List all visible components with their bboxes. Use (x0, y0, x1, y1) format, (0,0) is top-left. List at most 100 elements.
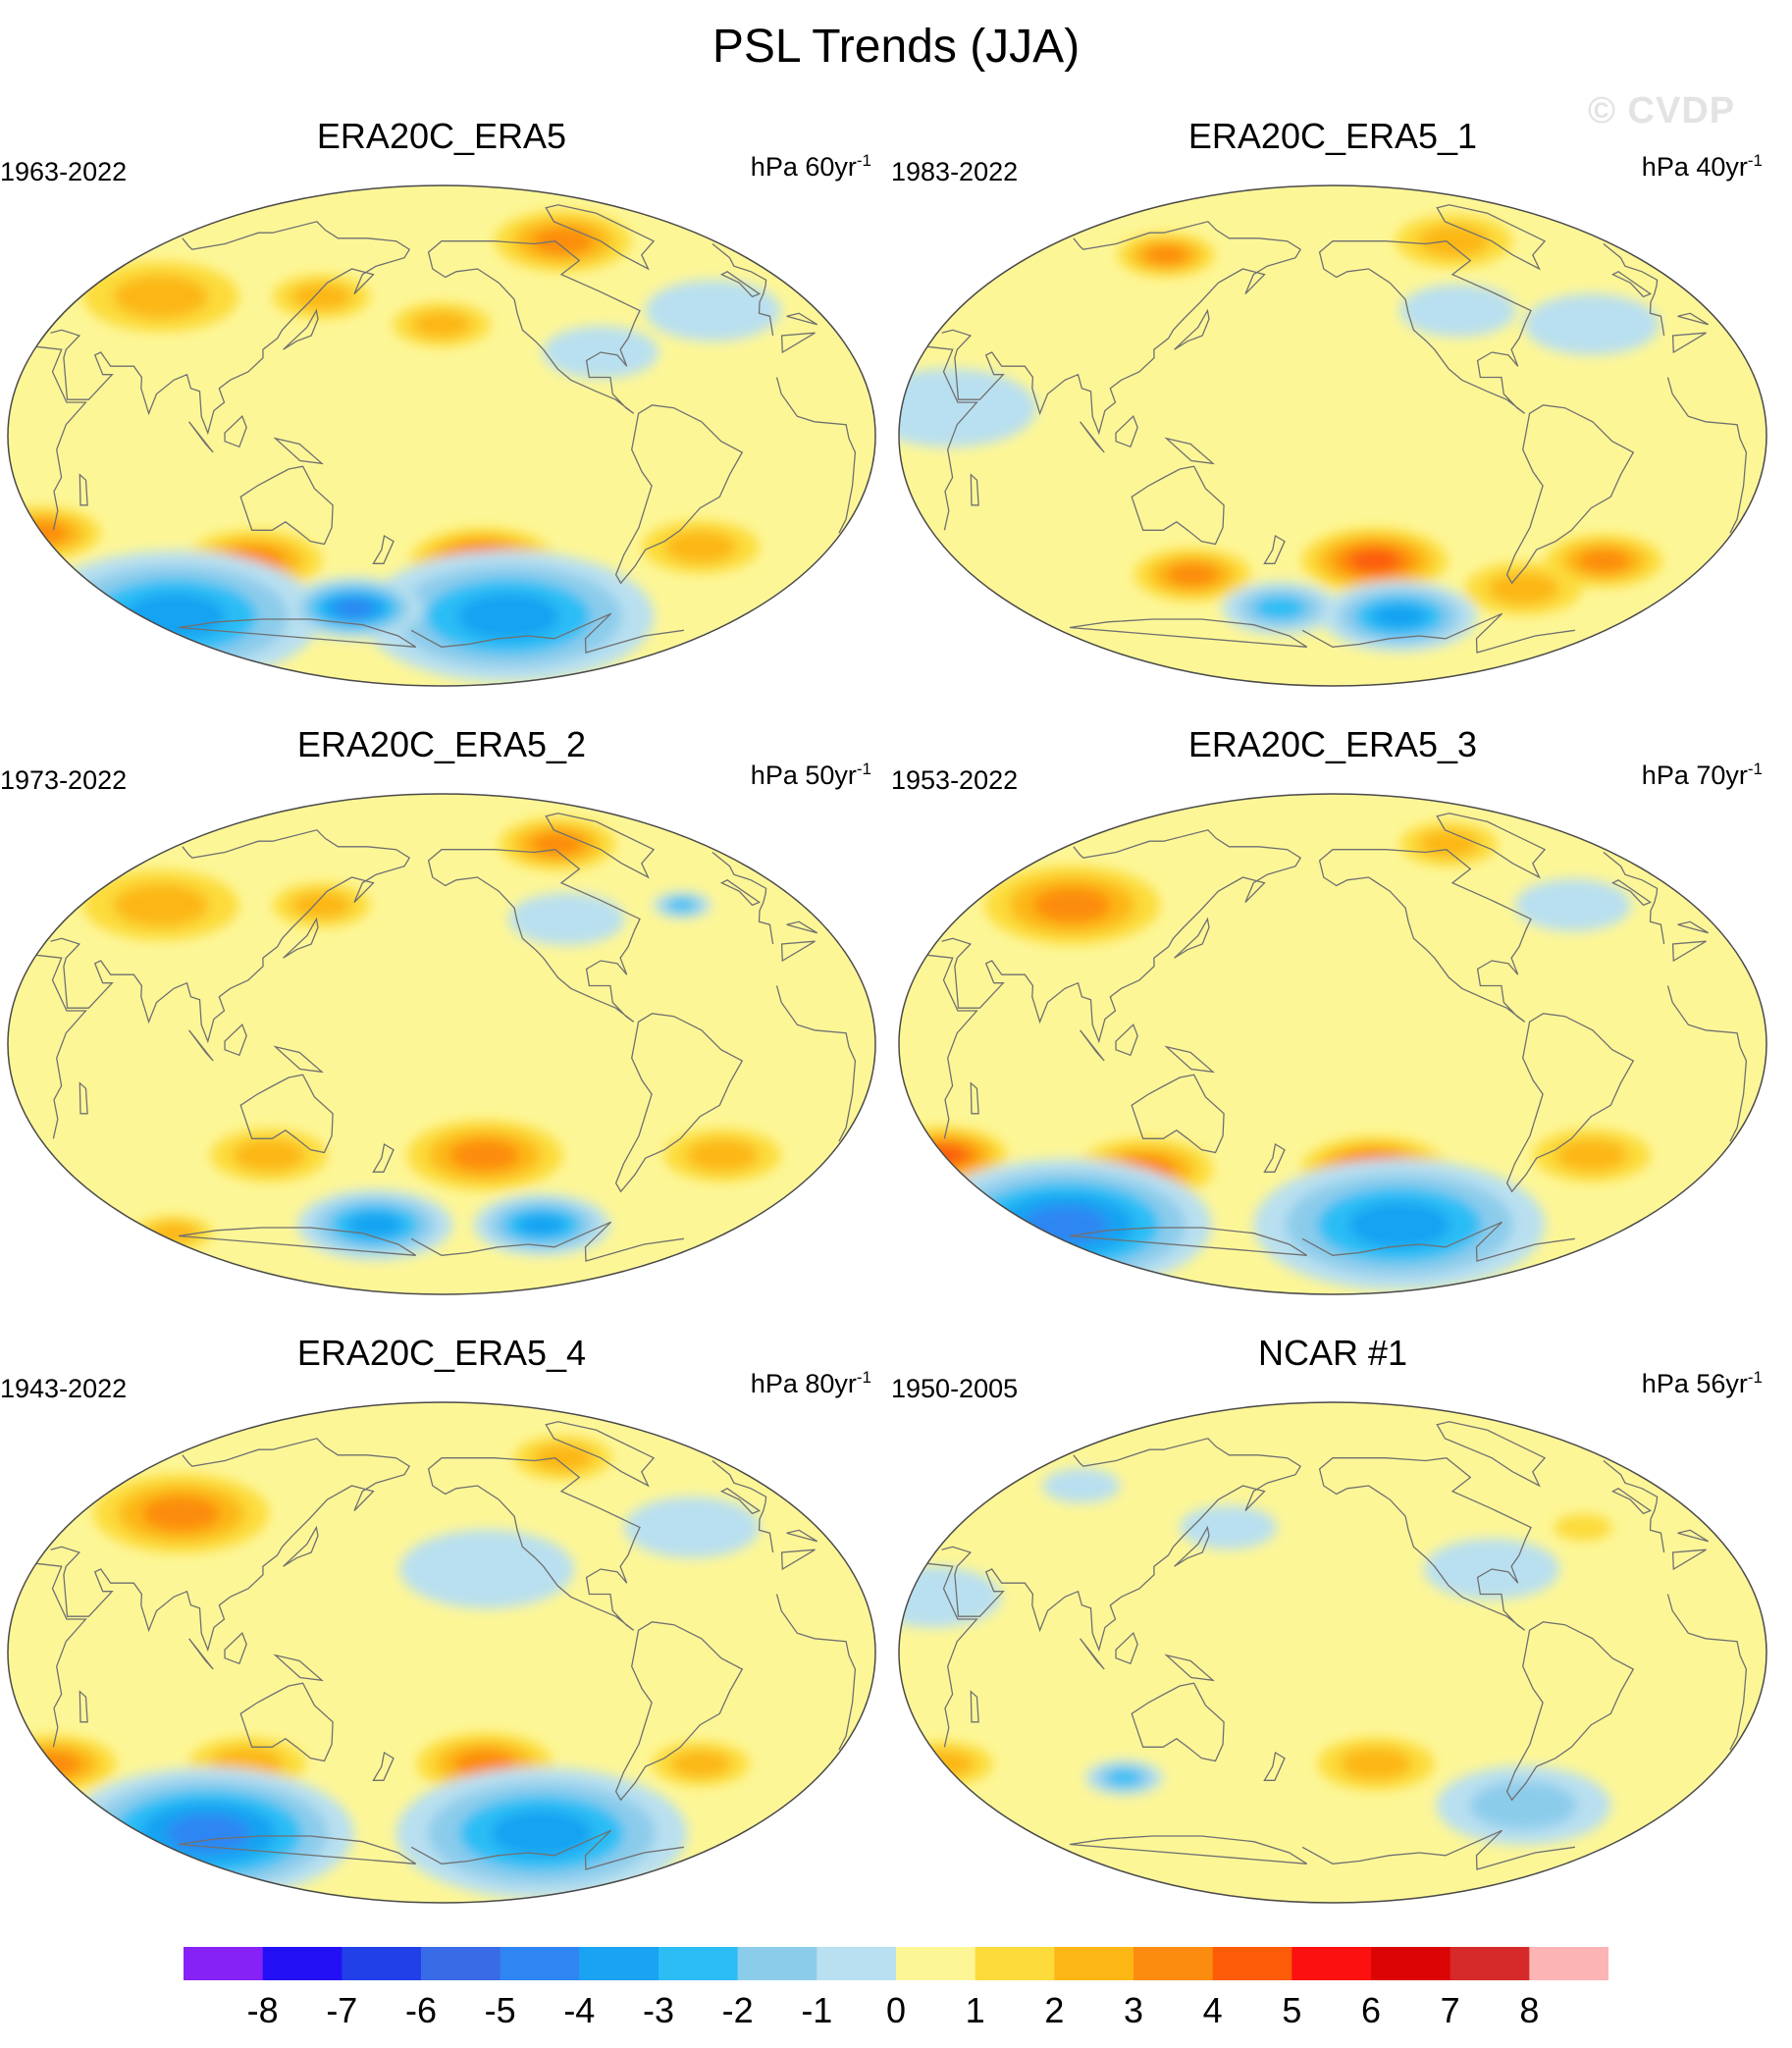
colorbar-swatch (184, 1947, 264, 1980)
colorbar-tick-label: -6 (404, 1990, 437, 2030)
coastline (1164, 1654, 1216, 1682)
trend-contour (517, 1214, 566, 1236)
coastline (273, 1654, 325, 1682)
colorbar-tick-label: -1 (801, 1990, 833, 2030)
coastline (427, 1457, 641, 1631)
coastline (1505, 404, 1635, 585)
coastline (1263, 534, 1286, 564)
trend-contour (532, 227, 594, 255)
coastline (1263, 1142, 1286, 1173)
coastline (1164, 1045, 1216, 1074)
trend-map (7, 1401, 876, 1904)
trend-map (7, 184, 876, 687)
coastline (1505, 1621, 1635, 1802)
panel-years: 1943-2022 (0, 1374, 128, 1403)
trend-contour (531, 832, 584, 856)
page-title: PSL Trends (JJA) (712, 21, 1080, 73)
coastline (1610, 271, 1653, 298)
trend-contour (1254, 596, 1307, 620)
coastline (224, 415, 247, 448)
coastline (941, 829, 1710, 1044)
trend-contour (1469, 1781, 1578, 1830)
coastline (50, 829, 818, 1044)
trend-map (898, 1401, 1767, 1904)
colorbar-swatch (1529, 1947, 1608, 1980)
colorbar-tick-label: 5 (1282, 1990, 1302, 2030)
coastline (1318, 849, 1532, 1023)
coastline (188, 1029, 214, 1062)
coastline (1131, 1682, 1225, 1762)
trend-contour (1106, 1769, 1141, 1786)
map-border (7, 1401, 876, 1904)
trend-contour (668, 899, 696, 912)
coastline (427, 849, 641, 1023)
trend-contour (1418, 830, 1479, 858)
trend-contour (508, 892, 625, 946)
coastline (283, 917, 319, 959)
panel-title: ERA20C_ERA5 (316, 116, 567, 156)
coastline (545, 204, 656, 271)
panel-title: ERA20C_ERA5_1 (1187, 116, 1478, 156)
trend-contour (1042, 1468, 1121, 1503)
map-border (7, 184, 876, 687)
colorbar-swatch (659, 1947, 739, 1980)
coastline (614, 404, 744, 585)
coastline (1174, 917, 1210, 959)
colorbar-tick-label: -8 (246, 1990, 279, 2030)
trend-contour (1180, 1505, 1278, 1549)
colorbar-tick-label: -3 (642, 1990, 674, 2030)
coastline (35, 1549, 857, 1751)
coastline (239, 1682, 334, 1762)
coastline (372, 534, 395, 564)
coastline (1131, 465, 1225, 546)
coastline (50, 1438, 818, 1653)
coastline (1069, 1221, 1575, 1262)
colorbar-tick-label: 2 (1044, 1990, 1065, 2030)
coastline (970, 1690, 979, 1723)
panel-title: ERA20C_ERA5_3 (1187, 724, 1478, 764)
coastline (224, 1632, 247, 1665)
colorbar-swatch (579, 1947, 659, 1980)
coastline (372, 1142, 395, 1173)
colorbar-tick-label: 0 (885, 1990, 907, 2030)
coastline (614, 1621, 744, 1802)
coastline (1131, 1074, 1225, 1154)
coastline (1115, 1024, 1138, 1057)
coastline (1436, 1421, 1547, 1488)
trend-contour (1555, 1138, 1628, 1172)
colorbar-tick-label: 4 (1202, 1990, 1223, 2030)
coastline (79, 1690, 88, 1723)
coastline (35, 940, 857, 1142)
map-panel: ERA20C_ERA5_1 1983-2022 hPa 40yr-1 (891, 116, 1774, 724)
map-panel: ERA20C_ERA5_4 1943-2022 hPa 80yr-1 (0, 1333, 883, 1941)
coastline (1505, 1013, 1635, 1193)
colorbar-tick-label: 3 (1123, 1990, 1144, 2030)
trend-contour (1372, 604, 1427, 629)
coastline (926, 940, 1748, 1142)
trend-contour (1348, 549, 1400, 573)
coastline (1174, 1525, 1210, 1567)
coastline (970, 1081, 979, 1115)
coastline (1174, 308, 1210, 350)
coastline (1318, 240, 1532, 414)
coastline (50, 221, 818, 436)
colorbar-swatch (1449, 1947, 1530, 1980)
coastline (372, 1751, 395, 1781)
coastline (1069, 1829, 1575, 1870)
colorbar-swatch (817, 1947, 897, 1980)
trend-contour (1523, 293, 1660, 356)
colorbar-tick-label: 8 (1519, 1990, 1540, 2030)
trend-contour (623, 1497, 761, 1558)
trend-contour (1514, 878, 1632, 932)
coastline (79, 473, 88, 506)
coastline (1080, 1638, 1105, 1670)
panel-years: 1983-2022 (891, 157, 1019, 186)
colorbar-tick-label: -2 (721, 1990, 754, 2030)
coastline (719, 271, 762, 298)
coastline (1436, 204, 1547, 271)
coastline (1263, 1751, 1286, 1781)
coastline (188, 1638, 214, 1670)
coastline (1115, 415, 1138, 448)
colorbar-swatch (1212, 1947, 1292, 1980)
trend-contour (670, 1750, 731, 1778)
